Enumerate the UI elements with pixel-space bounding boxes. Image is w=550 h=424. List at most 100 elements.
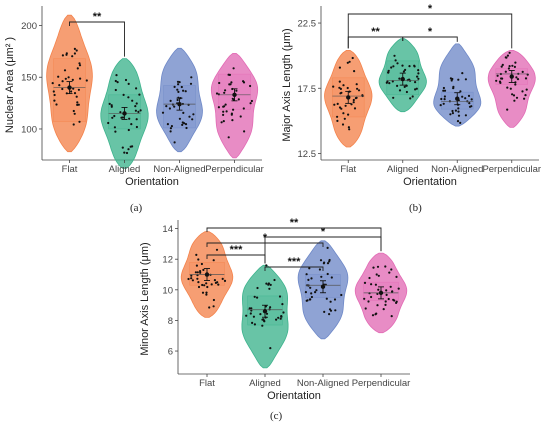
data-point: [73, 92, 77, 95]
data-point: [235, 89, 238, 92]
data-point: [456, 120, 460, 123]
panel-caption-b: (b): [409, 202, 422, 214]
data-point: [355, 83, 358, 86]
data-point: [376, 265, 380, 268]
data-point: [191, 279, 194, 282]
mean-marker-aligned: [400, 76, 405, 82]
y-tick-label: 200: [21, 21, 37, 32]
data-point: [71, 78, 74, 81]
data-point: [224, 103, 227, 106]
y-axis-label: Minor Axis Length (μm): [139, 242, 151, 355]
bracket-line: [264, 266, 324, 271]
y-tick-label: 150: [21, 73, 37, 84]
violin-group-flat: [180, 231, 234, 318]
data-point: [197, 281, 200, 284]
data-point: [76, 103, 79, 106]
violin-group-perpendicular: [487, 50, 536, 128]
data-point: [336, 119, 339, 122]
data-point: [374, 313, 377, 316]
mean-marker-perpendicular: [509, 74, 514, 79]
y-axis-label: Nuclear Area (μm² ): [4, 37, 16, 133]
data-point: [464, 78, 467, 81]
data-point: [305, 273, 308, 276]
data-point: [251, 321, 254, 324]
data-point: [161, 111, 165, 114]
y-tick-label: 17.5: [298, 84, 317, 95]
data-point: [195, 253, 198, 256]
violin-group-aligned: [378, 38, 427, 113]
data-point: [398, 77, 401, 80]
data-point: [57, 75, 60, 78]
violin-group-aligned: [241, 264, 289, 369]
data-point: [177, 83, 180, 86]
data-point: [348, 128, 351, 131]
data-point: [224, 89, 227, 92]
data-point: [78, 64, 82, 67]
data-point: [256, 286, 259, 290]
data-point: [318, 268, 321, 271]
data-point: [131, 99, 134, 102]
significance-label: **: [290, 217, 299, 229]
data-point: [263, 319, 266, 322]
data-point: [220, 121, 223, 124]
y-tick-label: 100: [21, 124, 37, 135]
data-point: [511, 64, 514, 67]
data-point: [496, 74, 499, 77]
x-tick-label-aligned: Aligned: [249, 378, 281, 389]
data-point: [310, 292, 313, 295]
data-point: [340, 293, 343, 297]
data-point: [514, 81, 517, 84]
data-point: [173, 85, 176, 88]
data-point: [457, 107, 460, 110]
data-point: [203, 284, 206, 287]
data-point: [124, 78, 128, 82]
data-point: [457, 110, 460, 113]
data-point: [200, 262, 203, 266]
data-point: [242, 107, 245, 110]
data-point: [218, 81, 221, 85]
data-point: [442, 89, 445, 92]
data-point: [128, 117, 131, 120]
mean-marker-aligned: [122, 111, 127, 116]
chart-major-axis-length: 12.5 17.5 22.5 Major Axis Length (μm) Orient…: [281, 3, 541, 188]
data-point: [79, 77, 82, 80]
data-point: [269, 306, 272, 309]
data-point: [222, 113, 225, 116]
data-point: [353, 107, 357, 110]
data-point: [178, 117, 181, 120]
data-point: [129, 145, 132, 148]
data-point: [214, 281, 217, 284]
data-point: [346, 61, 349, 64]
data-point: [250, 307, 253, 310]
data-point: [411, 95, 414, 98]
data-point: [342, 84, 345, 87]
data-point: [123, 151, 126, 154]
data-point: [269, 283, 272, 286]
violin-group-aligned: [100, 58, 149, 169]
data-point: [217, 106, 220, 109]
data-point: [261, 318, 264, 321]
data-point: [513, 99, 516, 102]
data-point: [326, 272, 329, 276]
data-point: [188, 115, 191, 118]
data-point: [135, 102, 138, 105]
data-point: [53, 99, 56, 102]
significance-label: *: [428, 26, 433, 38]
panel-caption-a: (a): [130, 202, 143, 214]
data-point: [306, 299, 309, 302]
data-point: [338, 80, 341, 83]
data-point: [353, 70, 356, 73]
data-point: [439, 104, 442, 107]
data-point: [459, 90, 462, 93]
data-point: [355, 96, 358, 99]
data-point: [113, 126, 116, 129]
data-point: [227, 136, 230, 139]
data-point: [250, 99, 253, 103]
significance-label: *: [428, 3, 433, 15]
mean-marker-perpendicular: [378, 290, 384, 296]
bracket-line: [69, 21, 125, 57]
data-point: [333, 103, 336, 106]
data-point: [377, 274, 380, 277]
data-point: [334, 309, 337, 312]
data-point: [222, 120, 225, 123]
